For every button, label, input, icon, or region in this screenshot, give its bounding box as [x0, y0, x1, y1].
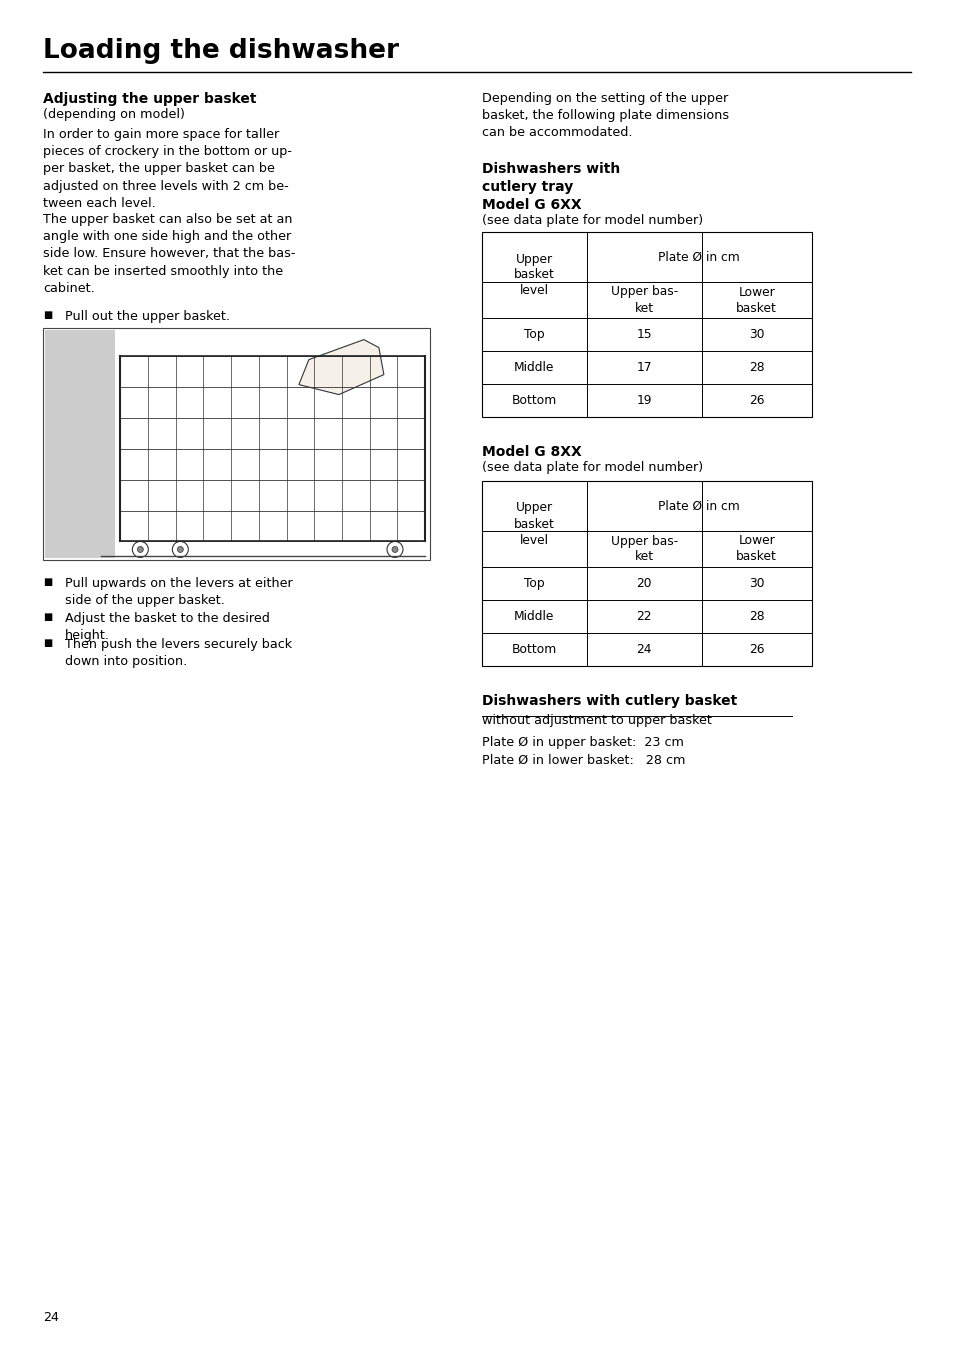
Text: Upper bas-
ket: Upper bas- ket	[610, 534, 678, 564]
Circle shape	[172, 541, 188, 557]
Text: 30: 30	[748, 329, 763, 341]
Text: In order to gain more space for taller
pieces of crockery in the bottom or up-
p: In order to gain more space for taller p…	[43, 128, 292, 210]
Text: ■: ■	[43, 612, 52, 622]
Bar	[481, 481, 811, 667]
Text: 15: 15	[636, 329, 652, 341]
Text: 24: 24	[636, 644, 651, 656]
Text: Top: Top	[523, 577, 544, 589]
Text: Dishwashers with
cutlery tray: Dishwashers with cutlery tray	[481, 162, 619, 193]
Circle shape	[387, 541, 402, 557]
Text: Adjusting the upper basket: Adjusting the upper basket	[43, 92, 256, 105]
Text: ■: ■	[43, 638, 52, 648]
Text: 19: 19	[636, 393, 651, 407]
Text: Upper
basket
level: Upper basket level	[514, 253, 554, 297]
Text: (depending on model): (depending on model)	[43, 108, 185, 120]
Text: Plate Ø in upper basket:  23 cm: Plate Ø in upper basket: 23 cm	[481, 735, 683, 749]
Text: Model G 8XX: Model G 8XX	[481, 445, 581, 458]
Text: 28: 28	[748, 610, 763, 623]
Circle shape	[177, 546, 183, 553]
Text: Loading the dishwasher: Loading the dishwasher	[43, 38, 398, 64]
Text: Lower
basket: Lower basket	[736, 285, 777, 315]
Text: without adjustment to upper basket: without adjustment to upper basket	[481, 714, 711, 727]
Text: (see data plate for model number): (see data plate for model number)	[481, 214, 702, 227]
Text: Pull out the upper basket.: Pull out the upper basket.	[65, 310, 230, 323]
Text: 24: 24	[43, 1311, 59, 1324]
Text: Plate Ø in cm: Plate Ø in cm	[658, 250, 740, 264]
Text: (see data plate for model number): (see data plate for model number)	[481, 461, 702, 475]
Circle shape	[392, 546, 397, 553]
Text: Bottom: Bottom	[511, 393, 557, 407]
Text: The upper basket can also be set at an
angle with one side high and the other
si: The upper basket can also be set at an a…	[43, 214, 295, 295]
Text: Middle: Middle	[514, 361, 554, 375]
Text: Upper
basket
level: Upper basket level	[514, 502, 554, 546]
Bar	[481, 233, 811, 416]
Bar	[43, 329, 430, 560]
Text: Top: Top	[523, 329, 544, 341]
Text: 28: 28	[748, 361, 763, 375]
Circle shape	[132, 541, 148, 557]
Circle shape	[137, 546, 143, 553]
Polygon shape	[298, 339, 383, 395]
Text: 22: 22	[636, 610, 651, 623]
Text: Pull upwards on the levers at either
side of the upper basket.: Pull upwards on the levers at either sid…	[65, 577, 293, 607]
Text: Depending on the setting of the upper
basket, the following plate dimensions
can: Depending on the setting of the upper ba…	[481, 92, 728, 139]
Bar	[45, 330, 114, 558]
Text: Model G 6XX: Model G 6XX	[481, 197, 580, 212]
Text: Dishwashers with cutlery basket: Dishwashers with cutlery basket	[481, 694, 737, 708]
Text: 20: 20	[636, 577, 651, 589]
Text: ■: ■	[43, 577, 52, 587]
Text: 26: 26	[748, 644, 763, 656]
Text: ■: ■	[43, 310, 52, 320]
Text: Upper bas-
ket: Upper bas- ket	[610, 285, 678, 315]
Text: Adjust the basket to the desired
height.: Adjust the basket to the desired height.	[65, 612, 270, 642]
Text: 17: 17	[636, 361, 651, 375]
Text: 26: 26	[748, 393, 763, 407]
Text: 30: 30	[748, 577, 763, 589]
Text: Plate Ø in lower basket:   28 cm: Plate Ø in lower basket: 28 cm	[481, 754, 684, 767]
Text: Middle: Middle	[514, 610, 554, 623]
Text: Plate Ø in cm: Plate Ø in cm	[658, 499, 740, 512]
Text: Then push the levers securely back
down into position.: Then push the levers securely back down …	[65, 638, 292, 668]
Text: Bottom: Bottom	[511, 644, 557, 656]
Text: Lower
basket: Lower basket	[736, 534, 777, 564]
